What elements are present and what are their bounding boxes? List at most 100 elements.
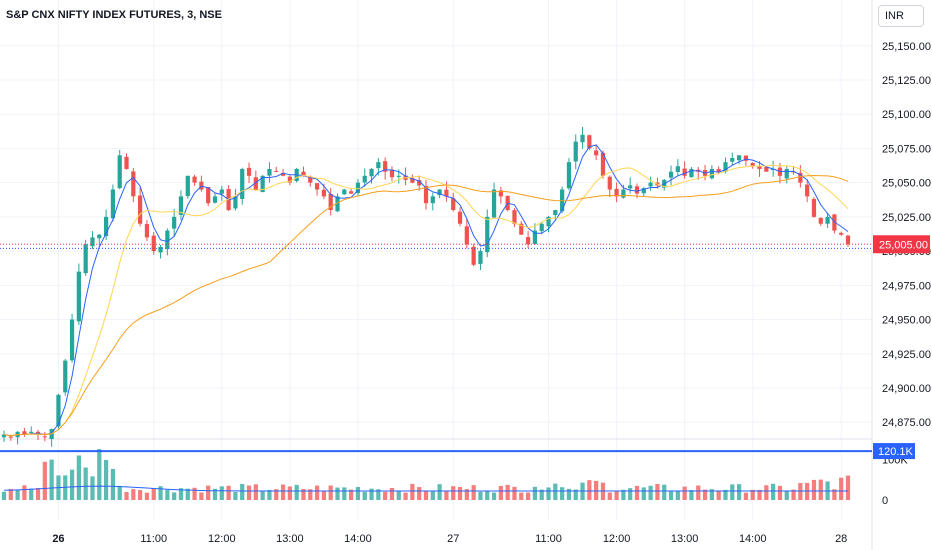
candle-body (825, 216, 830, 224)
volume-bar (451, 486, 456, 500)
price-tick-label: 24,925.00 (882, 349, 931, 361)
candle-body (192, 176, 197, 183)
candlesticks (1, 126, 851, 447)
volume-bar (464, 489, 469, 500)
candle-body (750, 162, 755, 167)
volume-bar (641, 487, 646, 500)
candle-body (76, 271, 81, 322)
candle-body (383, 161, 388, 172)
volume-bar (110, 468, 116, 500)
volume-bar (648, 485, 653, 500)
volume-bar (83, 467, 88, 500)
volume-bar (417, 487, 422, 500)
time-tick-label: 28 (835, 533, 847, 545)
candle-body (723, 162, 728, 172)
price-lines (0, 243, 872, 453)
candle-body (287, 176, 292, 183)
volume-bar (437, 484, 442, 500)
time-tick-label: 13:00 (276, 533, 304, 545)
volume-bar (349, 489, 354, 500)
volume-bar (321, 491, 327, 500)
last-price-label: 25,005.00 (879, 239, 928, 251)
volume-bar (294, 484, 299, 500)
price-tick-label: 24,900.00 (882, 383, 931, 395)
candle-body (709, 168, 714, 179)
candle-body (736, 155, 742, 161)
volume-bar (505, 484, 510, 500)
candle-body (56, 394, 61, 427)
volume-bar (103, 459, 109, 500)
volume-bar (771, 483, 776, 500)
moving-averages (3, 144, 849, 437)
candle-body (260, 175, 265, 193)
candle-body (8, 436, 13, 438)
volume-bar (144, 492, 150, 500)
candle-body (308, 176, 313, 183)
volume-bar (750, 489, 755, 500)
candle-body (525, 237, 531, 245)
time-tick-label: 11:00 (535, 533, 562, 545)
volume-bar (260, 490, 265, 500)
volume-bar (689, 490, 694, 500)
candle-body (165, 230, 170, 250)
candle-body (464, 226, 469, 245)
candle-body (600, 152, 606, 176)
price-axis[interactable]: 24,875.00 24,900.00 24,925.00 24,950.00 24,9… (873, 41, 931, 507)
candle-body (206, 187, 211, 204)
volume-bar (240, 484, 245, 500)
candle-body (42, 436, 47, 438)
volume-bar (621, 489, 626, 500)
candle-body (798, 172, 803, 183)
price-tick-label: 24,875.00 (882, 417, 931, 429)
volume-bar (389, 488, 395, 500)
volume-bar (42, 461, 47, 500)
volume-bar (90, 476, 95, 500)
volume-bar (430, 490, 435, 500)
volume-bar (498, 485, 503, 500)
candle-body (29, 431, 34, 433)
volume-bar (199, 492, 204, 500)
time-tick-label: 11:00 (140, 533, 167, 545)
volume-bar (76, 455, 81, 500)
candle-body (539, 223, 544, 232)
candle-body (784, 168, 789, 179)
candle-body (839, 232, 844, 235)
volume-bar (138, 490, 143, 500)
time-tick-label: 13:00 (671, 533, 699, 545)
volume-bar (355, 487, 361, 500)
candle-body (491, 189, 497, 218)
candle-body (158, 247, 163, 253)
candle-body (423, 186, 429, 204)
volume-bar (423, 490, 429, 500)
volume-bar (301, 488, 306, 500)
candle-body (103, 216, 109, 237)
volume-bar (342, 487, 347, 500)
volume-bar (97, 449, 102, 500)
volume-bar (696, 485, 701, 500)
candle-body (471, 246, 476, 265)
time-tick-label: 14:00 (344, 533, 372, 545)
volume-bar (362, 491, 367, 500)
volume-bar (178, 488, 184, 500)
candle-body (417, 180, 422, 186)
volume-bar (655, 483, 660, 500)
candle-body (151, 235, 156, 252)
volume-bar (553, 483, 558, 500)
volume-bar (376, 489, 381, 500)
volume-bar (628, 488, 633, 500)
candle-body (594, 150, 599, 156)
candle-body (355, 182, 361, 194)
currency-selector[interactable]: INR (878, 5, 924, 27)
candle-body (321, 189, 327, 197)
candle-body (83, 244, 88, 274)
volume-bar (410, 483, 415, 500)
volume-bar (226, 485, 231, 500)
candle-body (22, 431, 27, 435)
candle-body (641, 188, 646, 194)
candle-body (138, 195, 143, 224)
candle-body (63, 360, 68, 393)
time-axis[interactable]: 26 11:00 12:00 13:00 14:00 27 11:00 12:00 13:00 1… (52, 533, 847, 545)
volume-bar (777, 485, 783, 500)
candle-body (532, 230, 538, 244)
